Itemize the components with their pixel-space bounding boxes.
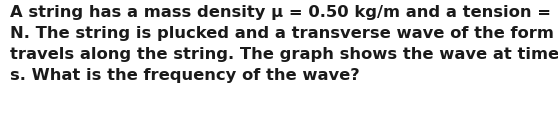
Text: A string has a mass density μ = 0.50 kg/m and a tension = 2.0
N. The string is p: A string has a mass density μ = 0.50 kg/… — [10, 5, 558, 83]
